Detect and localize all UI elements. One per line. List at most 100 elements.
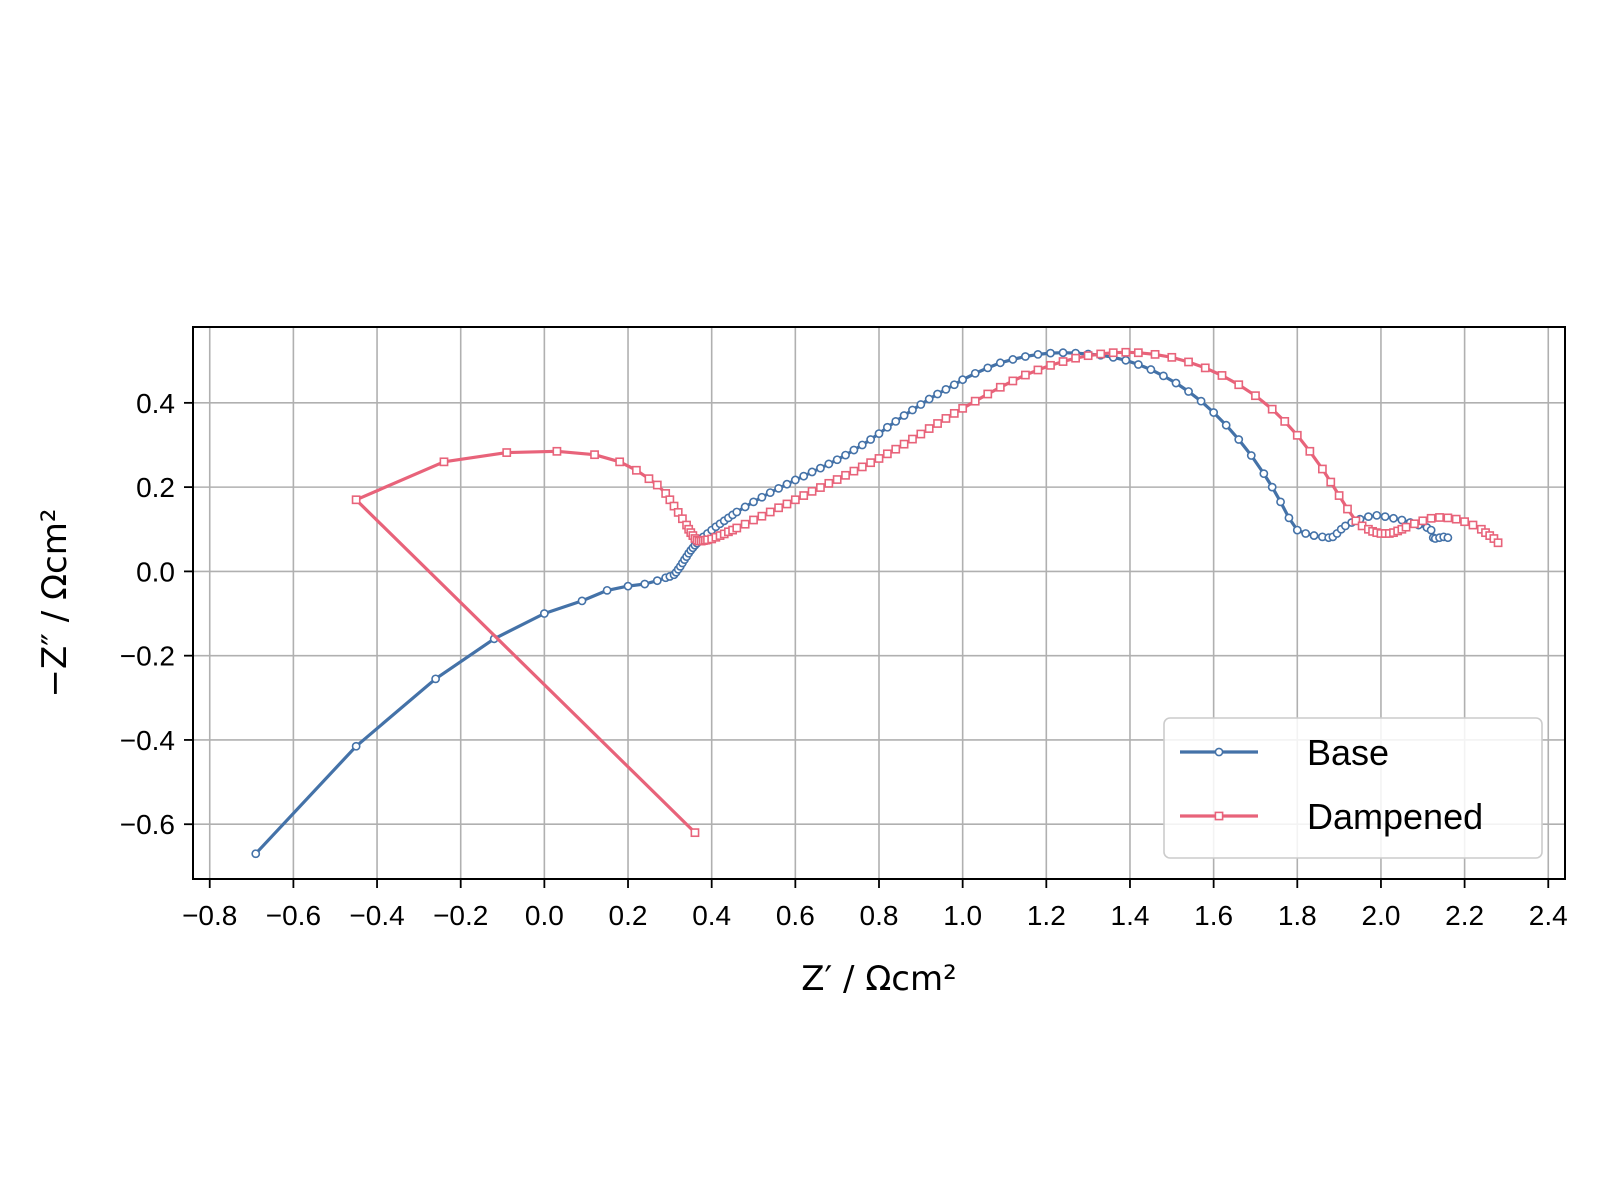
- data-point: [1217, 371, 1227, 380]
- data-point: [1021, 352, 1030, 361]
- data-point: [644, 474, 654, 484]
- data-point: [816, 463, 825, 473]
- x-tick-label: 2.2: [1445, 900, 1484, 931]
- data-point: [958, 375, 968, 385]
- y-tick-label: −0.4: [120, 725, 175, 756]
- x-tick-label: 1.8: [1278, 900, 1317, 931]
- data-point: [933, 389, 942, 399]
- x-tick-label: −0.6: [266, 900, 321, 931]
- data-point: [790, 495, 800, 505]
- y-tick-label: 0.4: [136, 388, 175, 419]
- data-point: [1435, 513, 1444, 522]
- data-point: [832, 475, 842, 484]
- data-point: [1096, 349, 1106, 359]
- data-point: [652, 576, 662, 586]
- data-point: [1146, 365, 1156, 374]
- data-point: [1284, 513, 1294, 523]
- data-point: [832, 455, 842, 465]
- data-point: [882, 422, 892, 432]
- legend: Base Dampened: [1163, 717, 1543, 859]
- data-point: [866, 458, 876, 468]
- data-point: [949, 380, 959, 390]
- data-point: [631, 465, 641, 475]
- data-point: [824, 478, 834, 488]
- data-point: [882, 449, 892, 459]
- x-tick-label: −0.4: [349, 900, 404, 931]
- series-dampened: [351, 347, 1503, 838]
- data-point: [1083, 351, 1093, 361]
- data-point: [857, 440, 867, 450]
- data-point: [1372, 510, 1382, 520]
- data-point: [640, 579, 650, 589]
- data-point: [908, 405, 917, 415]
- data-point: [615, 457, 625, 467]
- legend-item-dampened: Dampened: [1180, 796, 1483, 837]
- data-point: [1280, 416, 1290, 426]
- y-tick-label: 0.0: [136, 556, 175, 587]
- data-point: [1071, 353, 1080, 363]
- y-axis-ticks: −0.6 −0.4 −0.2 0.0 0.2 0.4: [120, 388, 193, 840]
- data-point: [1214, 811, 1224, 821]
- y-tick-label: −0.6: [120, 809, 175, 840]
- data-point: [924, 394, 934, 404]
- data-point: [916, 400, 926, 409]
- data-point: [1389, 513, 1398, 523]
- data-point: [1133, 348, 1143, 358]
- data-point: [740, 519, 750, 529]
- data-point: [1397, 515, 1407, 525]
- data-point: [1309, 531, 1319, 540]
- data-point: [841, 470, 850, 480]
- data-point: [933, 419, 942, 428]
- data-point: [251, 849, 261, 859]
- data-point: [1133, 360, 1143, 369]
- data-point: [1046, 360, 1055, 370]
- data-point: [1184, 357, 1193, 367]
- data-point: [1401, 522, 1411, 532]
- data-point: [439, 457, 449, 467]
- data-point: [1214, 747, 1224, 757]
- data-point: [916, 429, 926, 439]
- data-point: [1121, 347, 1131, 357]
- data-point: [941, 414, 951, 423]
- data-point: [351, 495, 361, 505]
- legend-label: Base: [1307, 732, 1389, 773]
- data-point: [1493, 538, 1503, 548]
- data-point: [782, 499, 792, 509]
- data-point: [958, 403, 968, 413]
- data-point: [1267, 404, 1277, 414]
- x-tick-label: 0.2: [609, 900, 648, 931]
- data-point: [1364, 512, 1373, 522]
- data-point: [983, 389, 993, 399]
- data-point: [1159, 371, 1168, 381]
- data-point: [816, 483, 825, 492]
- data-point: [1008, 376, 1018, 386]
- data-point: [1121, 355, 1131, 365]
- data-point: [1234, 380, 1244, 390]
- data-point: [1351, 516, 1361, 526]
- data-point: [552, 446, 562, 456]
- data-point: [577, 596, 587, 606]
- data-point: [1292, 430, 1302, 440]
- legend-box: [1163, 717, 1543, 859]
- data-point: [874, 454, 884, 463]
- data-point: [590, 450, 599, 460]
- data-point: [799, 471, 809, 481]
- data-point: [849, 466, 859, 476]
- data-point: [824, 459, 834, 469]
- data-point: [1443, 533, 1453, 543]
- data-point: [782, 479, 792, 489]
- data-point: [874, 429, 884, 439]
- data-point: [1418, 516, 1428, 526]
- y-tick-label: −0.2: [120, 641, 175, 672]
- x-tick-label: 0.4: [692, 900, 731, 931]
- data-point: [849, 445, 859, 455]
- data-point: [351, 741, 361, 751]
- data-point: [1058, 357, 1068, 366]
- data-point: [1221, 420, 1231, 430]
- data-point: [1343, 504, 1352, 514]
- data-point: [891, 416, 901, 426]
- x-tick-label: 2.0: [1361, 900, 1400, 931]
- data-point: [1200, 363, 1210, 373]
- data-point: [623, 581, 633, 591]
